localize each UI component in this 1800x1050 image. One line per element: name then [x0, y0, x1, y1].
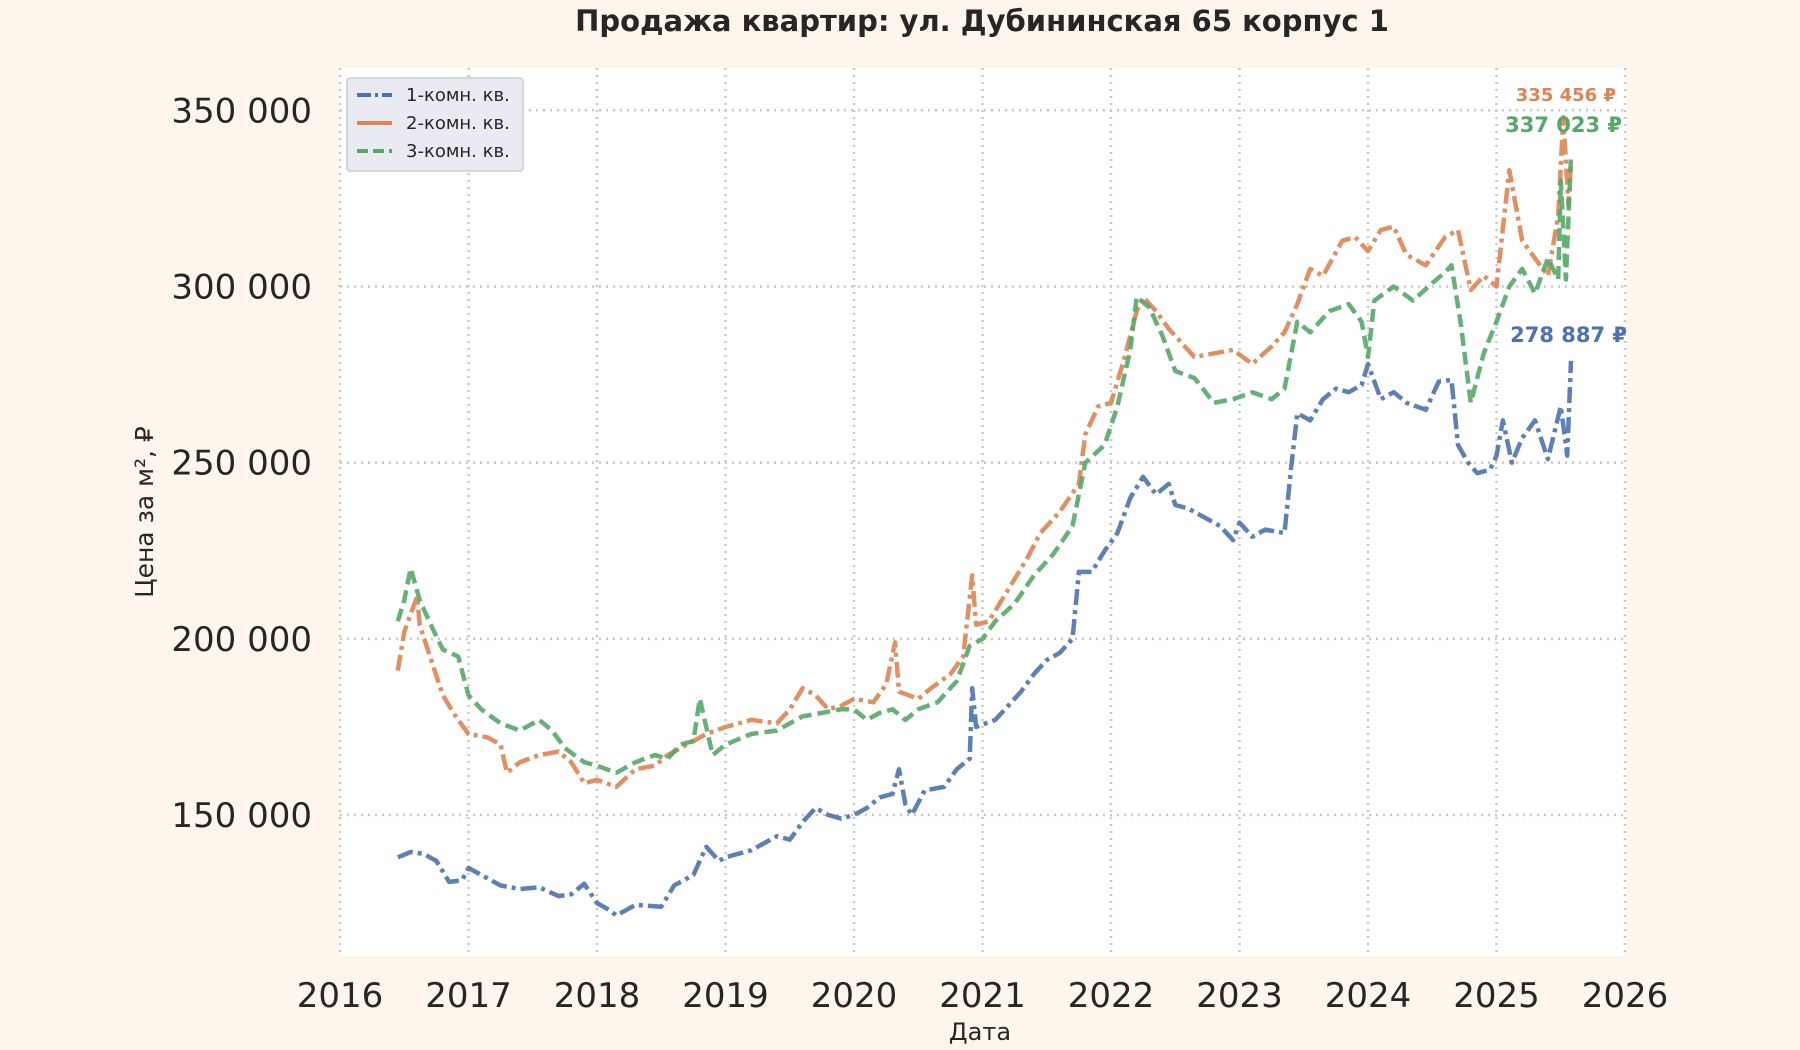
series-lines [395, 115, 1574, 918]
x-axis-ticks: 2016 2017 2018 2019 2020 2021 2022 2023 2024 2025… [297, 976, 1669, 1016]
legend-label-1: 1-комн. кв. [406, 85, 510, 106]
legend: 1-комн. кв. 2-комн. кв. 3-комн. кв. [346, 77, 524, 172]
x-tick-label: 2017 [425, 976, 512, 1016]
x-tick-label: 2025 [1453, 976, 1540, 1016]
x-tick-label: 2018 [554, 976, 641, 1016]
chart-title: Продажа квартир: ул. Дубининская 65 корп… [575, 4, 1389, 38]
series-end-label-1: 278 887 ₽ [1510, 323, 1627, 347]
x-tick-label: 2016 [297, 976, 384, 1016]
series-end-label-3: 337 023 ₽ [1505, 113, 1622, 137]
y-tick-label: 300 000 [171, 267, 312, 307]
y-tick-label: 250 000 [171, 444, 312, 484]
x-axis-label: Дата [949, 1018, 1011, 1046]
x-tick-label: 2023 [1196, 976, 1283, 1016]
series-line-2 [395, 115, 1574, 790]
y-tick-label: 350 000 [171, 91, 312, 131]
legend-box [346, 77, 524, 172]
x-tick-label: 2024 [1325, 976, 1412, 1016]
x-tick-label: 2021 [939, 976, 1026, 1016]
legend-label-3: 3-комн. кв. [406, 141, 510, 162]
x-tick-label: 2020 [811, 976, 898, 1016]
y-tick-label: 150 000 [171, 796, 312, 836]
end-labels: 278 887 ₽ 335 456 ₽ 337 023 ₽ [1505, 85, 1627, 347]
series-line-3 [395, 155, 1574, 776]
x-tick-label: 2022 [1068, 976, 1155, 1016]
y-axis-label: Цена за м², ₽ [130, 426, 159, 598]
y-tick-label: 200 000 [171, 620, 312, 660]
y-axis-ticks: 150 000 200 000 250 000 300 000 350 000 [171, 91, 312, 836]
series-end-label-2: 335 456 ₽ [1516, 85, 1616, 106]
series-line-1 [396, 360, 1574, 918]
legend-label-2: 2-комн. кв. [406, 113, 510, 134]
x-tick-label: 2026 [1582, 976, 1669, 1016]
grid [338, 68, 1627, 956]
x-tick-label: 2019 [682, 976, 769, 1016]
